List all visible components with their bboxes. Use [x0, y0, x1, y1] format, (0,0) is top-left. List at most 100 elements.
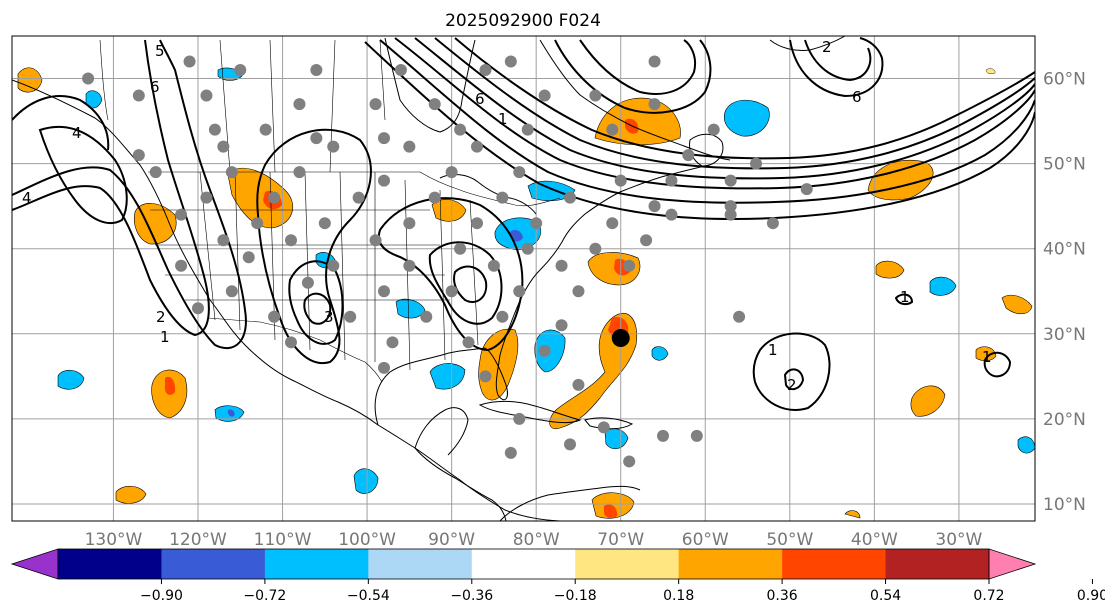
anomaly-orange-east-central [910, 385, 946, 417]
station-dot [479, 370, 492, 383]
station-dot [530, 217, 543, 230]
station-dot [454, 242, 467, 255]
station-dot [242, 251, 255, 264]
station-dot [750, 157, 762, 170]
contour-east-edge [983, 351, 1012, 378]
station-dot [555, 259, 568, 272]
contour-low-canada-2 [579, 39, 696, 95]
longitude-label: 30°W [935, 530, 982, 550]
coastline-yucatan [414, 407, 469, 456]
latitude-label: 20°N [1043, 410, 1086, 430]
contour-atlantic-low [752, 332, 831, 411]
contour-tiny-east [894, 293, 914, 306]
anomaly-red-mexico [164, 376, 176, 395]
station-dot [234, 64, 247, 77]
station-dot [496, 191, 509, 204]
contour-band-4 [454, 37, 1035, 160]
station-dot [369, 234, 382, 247]
station-dot [538, 344, 551, 357]
colorbar-tick-label: −0.72 [243, 588, 286, 604]
station-dot [487, 259, 500, 272]
colorbar-tick-label: 0.36 [767, 588, 798, 604]
anomaly-orange-alaska [17, 67, 43, 93]
station-dot [564, 438, 576, 451]
station-dot [623, 455, 636, 468]
contour-label: 2 [156, 308, 166, 326]
anomaly-orange-mid-atlantic [875, 260, 905, 279]
station-dot [428, 191, 441, 204]
colorbar-segment [471, 549, 576, 579]
contour-band-5 [379, 39, 1035, 204]
station-dot [606, 123, 619, 136]
longitude-label: 60°W [682, 530, 729, 550]
station-dot [327, 259, 340, 272]
longitude-labels: 130°W 120°W 110°W 100°W 90°W 80°W 70°W 60°W 50°W… [85, 530, 983, 550]
station-dot [285, 336, 297, 349]
contour-east-low-2 [428, 241, 503, 325]
station-dot [293, 98, 306, 111]
contour-label: 1 [900, 288, 910, 306]
anomaly-cyan-newfoundland [723, 99, 770, 137]
station-dot [132, 149, 145, 162]
station-dot [513, 412, 526, 425]
contour-band-2 [414, 37, 1035, 180]
station-dot [648, 200, 661, 213]
contour-band-1 [394, 37, 1035, 190]
colorbar-segment [575, 549, 680, 579]
station-dot [403, 217, 416, 230]
border-alaska-canada [99, 39, 109, 121]
coastline-south-america [499, 485, 641, 521]
contour-low-greenland-2 [804, 39, 872, 82]
longitude-label: 70°W [597, 530, 644, 550]
anomaly-cyan-texas [395, 298, 426, 319]
station-dot [386, 336, 399, 349]
longitude-label: 130°W [85, 530, 143, 550]
station-markers [82, 55, 813, 468]
anomaly-blue-core-b [227, 409, 235, 417]
station-dot [589, 89, 602, 102]
station-dot [378, 132, 390, 145]
anomaly-orange-sub [975, 346, 997, 362]
colorbar-tick-label: −0.18 [554, 588, 597, 604]
colorbar-segment [368, 549, 473, 579]
station-dot [597, 421, 610, 434]
storm-center-marker [611, 329, 630, 348]
colorbar-tick-label: 0.18 [663, 588, 694, 604]
colorbar-extend-high [988, 548, 1037, 580]
station-dot [318, 217, 331, 230]
station-dot [513, 166, 526, 179]
station-dot [217, 234, 230, 247]
station-dot [479, 64, 492, 77]
station-dot [268, 191, 281, 204]
station-dot [310, 132, 323, 145]
longitude-label: 110°W [254, 530, 312, 550]
longitude-label: 50°W [766, 530, 813, 550]
station-dot [192, 302, 204, 315]
longitude-label: 120°W [169, 530, 227, 550]
station-dot [513, 285, 526, 298]
station-dot [800, 183, 813, 196]
contour-alaska-1 [12, 95, 110, 151]
latitude-label: 40°N [1043, 240, 1086, 260]
coastline-great-lakes [439, 174, 537, 215]
longitude-label: 90°W [428, 530, 475, 550]
contour-label: 6 [852, 88, 862, 106]
contour-low-greenland [789, 37, 884, 98]
contour-band-3 [434, 37, 1035, 170]
border-us-canada [148, 171, 561, 207]
station-dot [378, 174, 390, 187]
station-dot [225, 285, 238, 298]
station-dot [521, 123, 534, 136]
contour-label: 2 [822, 38, 832, 56]
station-dot [682, 149, 695, 162]
anomaly-cyan-pacific [57, 369, 85, 390]
station-dot [259, 123, 272, 136]
contour-low-west-3 [38, 125, 128, 225]
station-dot [496, 310, 509, 323]
contour-low-canada [554, 39, 712, 114]
station-dot [462, 336, 475, 349]
station-dot [665, 174, 678, 187]
station-dot [589, 242, 602, 255]
pressure-contours [12, 37, 1035, 411]
contour-label: 3 [324, 308, 334, 326]
